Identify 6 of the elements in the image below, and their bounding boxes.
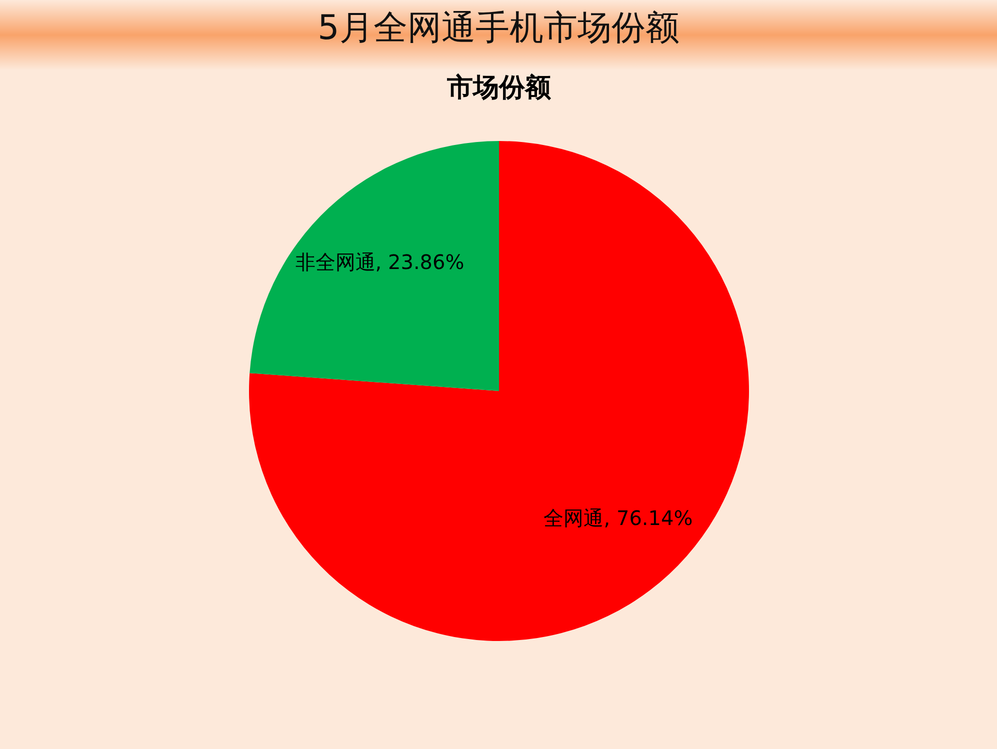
chart-subtitle: 市场份额 [446,73,552,103]
pie-slice [249,141,498,391]
pie-slice [248,141,748,641]
slice-label: 全网通, 76.14% [543,506,692,530]
slice-label: 非全网通, 23.86% [294,250,464,274]
chart-title: 5月全网通手机市场份额 [0,0,997,70]
